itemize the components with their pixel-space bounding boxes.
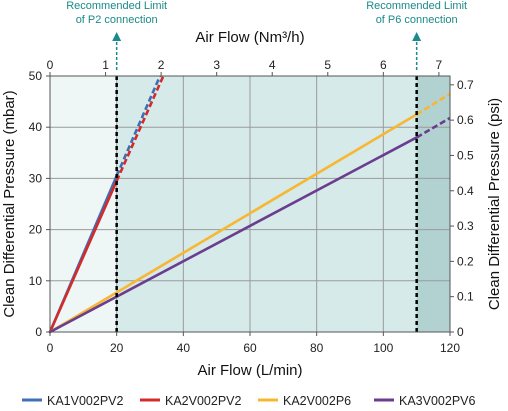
- x-tick-label-2: 40: [177, 341, 191, 355]
- annotations: Recommended Limit of P2 connection Recomme…: [66, 0, 467, 70]
- legend-label-KA1V002PV2: KA1V002PV2: [47, 394, 123, 408]
- series-KA3V002PV6-line: [48, 136, 418, 334]
- region-2: [416, 76, 450, 332]
- x-axis-title: Air Flow (L/min): [197, 362, 302, 379]
- series-KA2V002PV2-dashed: [115, 75, 165, 182]
- right-tick-label-2: 0.2: [457, 254, 474, 268]
- y-tick-label-0: 0: [35, 325, 42, 339]
- top-tick-label-7: 7: [436, 58, 443, 72]
- series-KA2V002P6-dashed: [415, 92, 451, 116]
- y-tick-label-2: 20: [29, 223, 43, 237]
- reference-arrow-head-0: [112, 32, 122, 41]
- y-tick-label-3: 30: [29, 171, 43, 185]
- legend-label-KA3V002PV6: KA3V002PV6: [399, 394, 475, 408]
- y-tick-label-1: 10: [29, 274, 43, 288]
- series-KA2V002P6-line: [48, 113, 418, 334]
- top-tick-label-2: 2: [158, 58, 165, 72]
- right-tick-label-6: 0.6: [457, 113, 474, 127]
- tick-labels: 0 20 40 60 80 100 120 0 10 20 30 40 50 0 1 2 3 4 5 6 7 0 0.1 0.…: [29, 58, 474, 355]
- right-tick-label-7: 0.7: [457, 78, 474, 92]
- grid-lines: [50, 76, 450, 332]
- series-KA1V002PV2-dashed: [115, 75, 162, 177]
- x-tick-label-3: 60: [243, 341, 257, 355]
- legend: KA1V002PV2 KA2V002PV2 KA2V002P6 KA3V002PV6: [22, 394, 475, 408]
- top-tick-label-3: 3: [213, 58, 220, 72]
- right-axis-title: Clean Differential Pressure (psi): [486, 98, 503, 310]
- series-KA2V002PV2-line: [48, 179, 118, 334]
- right-tick-label-3: 0.3: [457, 219, 474, 233]
- reference-lines: [115, 76, 418, 332]
- x-tick-label-6: 120: [440, 341, 460, 355]
- x-tick-label-5: 100: [373, 341, 393, 355]
- y-tick-label-5: 50: [29, 69, 43, 83]
- y-tick-label-4: 40: [29, 120, 43, 134]
- reference-label-0-1: of P2 connection: [76, 14, 158, 26]
- top-tick-label-4: 4: [269, 58, 276, 72]
- x-tick-label-1: 20: [110, 341, 124, 355]
- top-tick-label-6: 6: [380, 58, 387, 72]
- right-tick-label-5: 0.5: [457, 148, 474, 162]
- top-axis-title: Air Flow (Nm³/h): [195, 29, 304, 46]
- x-tick-label-4: 80: [310, 341, 324, 355]
- legend-label-KA2V002PV2: KA2V002PV2: [165, 394, 241, 408]
- series-KA3V002PV6-dashed: [416, 116, 451, 139]
- right-tick-label-1: 0.1: [457, 290, 474, 304]
- reference-label-1-1: of P6 connection: [376, 14, 458, 26]
- x-tick-label-0: 0: [47, 341, 54, 355]
- y-axis-title: Clean Differential Pressure (mbar): [1, 90, 18, 317]
- right-tick-label-0: 0: [457, 325, 464, 339]
- series-lines: [48, 75, 451, 334]
- reference-label-0-0: Recommended Limit: [66, 0, 167, 12]
- right-tick-label-4: 0.4: [457, 184, 474, 198]
- top-tick-label-0: 0: [47, 58, 54, 72]
- legend-label-KA2V002P6: KA2V002P6: [283, 394, 351, 408]
- reference-label-1-0: Recommended Limit: [366, 0, 467, 12]
- top-tick-label-1: 1: [102, 58, 109, 72]
- reference-arrow-head-1: [412, 32, 422, 41]
- top-tick-label-5: 5: [324, 58, 331, 72]
